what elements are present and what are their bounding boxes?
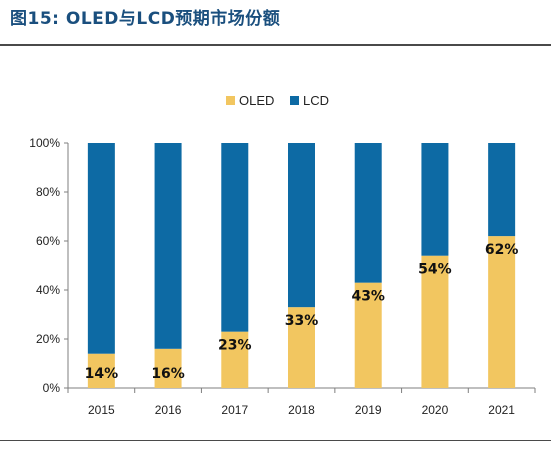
x-tick-label: 2018 <box>288 403 315 417</box>
data-label-oled-2019: 43% <box>351 289 385 305</box>
bar-lcd-2015 <box>87 143 115 354</box>
x-tick-label: 2021 <box>488 403 515 417</box>
data-label-oled-2016: 16% <box>151 366 185 382</box>
bar-lcd-2020 <box>421 143 449 256</box>
y-tick-label: 80% <box>36 185 60 199</box>
bar-oled-2016 <box>154 348 182 388</box>
y-tick-label: 20% <box>36 332 60 346</box>
data-label-oled-2020: 54% <box>418 262 452 278</box>
bar-oled-2019 <box>354 282 382 388</box>
legend-label-lcd: LCD <box>303 93 329 108</box>
legend-swatch-oled <box>226 96 235 105</box>
figure-title: 图15: OLED与LCD预期市场份额 <box>10 9 281 29</box>
data-label-oled-2018: 33% <box>285 313 319 329</box>
legend-swatch-lcd <box>290 96 299 105</box>
x-tick-label: 2015 <box>88 403 115 417</box>
bar-lcd-2021 <box>488 143 516 237</box>
x-tick-label: 2017 <box>221 403 248 417</box>
bar-lcd-2019 <box>354 143 382 283</box>
bottom-divider <box>0 440 551 441</box>
data-label-oled-2021: 62% <box>485 242 519 258</box>
y-tick-label: 60% <box>36 234 60 248</box>
x-tick-label: 2020 <box>422 403 449 417</box>
bar-oled-2015 <box>87 353 115 388</box>
bar-lcd-2017 <box>221 143 249 332</box>
x-tick-label: 2019 <box>355 403 382 417</box>
data-label-oled-2017: 23% <box>218 338 252 354</box>
y-tick-label: 100% <box>29 136 60 150</box>
title-divider <box>0 44 551 46</box>
bar-oled-2017 <box>221 331 249 388</box>
bar-oled-2018 <box>288 307 315 388</box>
bar-lcd-2016 <box>154 143 182 349</box>
legend-label-oled: OLED <box>239 93 274 108</box>
data-label-oled-2015: 14% <box>85 366 119 382</box>
bar-oled-2020 <box>421 255 449 388</box>
y-tick-label: 0% <box>43 381 61 395</box>
bar-oled-2021 <box>488 236 516 388</box>
y-tick-label: 40% <box>36 283 60 297</box>
x-tick-label: 2016 <box>155 403 182 417</box>
bar-lcd-2018 <box>288 143 315 308</box>
